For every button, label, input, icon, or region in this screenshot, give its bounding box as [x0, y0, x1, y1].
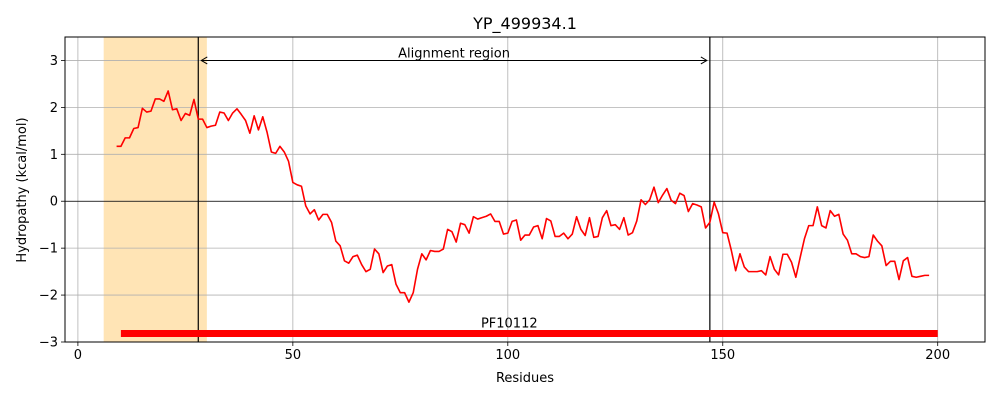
hydropathy-line — [116, 90, 930, 303]
y-axis-label: Hydropathy (kcal/mol) — [15, 117, 30, 262]
y-tick-label: 2 — [50, 101, 58, 116]
x-axis-label: Residues — [496, 371, 554, 386]
y-tick-label: −3 — [39, 336, 58, 351]
chart-title: YP_499934.1 — [472, 14, 577, 34]
arrow-head-right — [700, 56, 708, 65]
x-tick-label: 200 — [925, 348, 950, 363]
y-tick-label: −2 — [39, 289, 58, 304]
domain-label: PF10112 — [481, 317, 538, 332]
x-tick-label: 100 — [495, 348, 520, 363]
x-tick-label: 0 — [74, 348, 82, 363]
y-tick-label: 0 — [50, 195, 58, 210]
alignment-region-label: Alignment region — [398, 46, 510, 61]
shaded-region — [103, 37, 207, 342]
y-tick-label: 1 — [50, 148, 58, 163]
arrow-head-left — [200, 56, 208, 65]
y-tick-label: 3 — [50, 54, 58, 69]
plot-frame — [64, 36, 986, 343]
x-tick-label: 50 — [285, 348, 302, 363]
y-tick-label: −1 — [39, 242, 58, 257]
x-tick-label: 150 — [710, 348, 735, 363]
plot-area — [65, 37, 985, 342]
